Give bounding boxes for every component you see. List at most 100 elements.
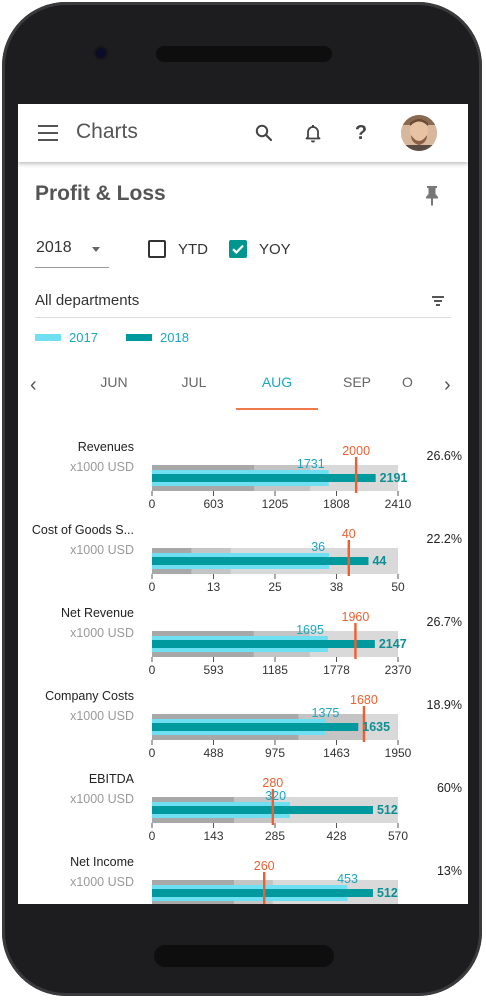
tick-label: 1808	[323, 497, 350, 511]
previous-label: 1731	[297, 457, 325, 471]
target-marker	[354, 457, 358, 493]
row-unit: x1000 USD	[70, 460, 134, 474]
previous-label: 453	[337, 872, 358, 886]
row-percent: 26.7%	[426, 615, 462, 629]
help-icon[interactable]: ?	[354, 122, 368, 144]
current-bar	[152, 474, 376, 482]
target-marker	[347, 540, 350, 576]
current-label: 44	[372, 554, 386, 568]
tick-label: 0	[149, 746, 156, 760]
current-label: 2147	[379, 637, 407, 651]
row-unit: x1000 USD	[70, 543, 134, 557]
search-icon[interactable]	[252, 121, 276, 145]
target-marker	[362, 706, 366, 742]
tab-sep[interactable]: SEP	[342, 374, 371, 390]
row-percent: 13%	[436, 864, 462, 878]
chevron-left-icon[interactable]: ‹	[30, 374, 37, 396]
tick-label: 25	[268, 580, 282, 594]
row-label: Net Income	[70, 855, 134, 869]
row-percent: 26.6%	[426, 449, 462, 463]
legend-swatch-2018	[126, 334, 152, 341]
avatar[interactable]	[401, 115, 437, 151]
current-bar	[152, 889, 373, 897]
tick-label: 488	[203, 746, 223, 760]
tick-label: 603	[203, 497, 223, 511]
tick-label: 0	[149, 580, 156, 594]
legend-label-2017: 2017	[69, 330, 98, 345]
check-icon	[232, 244, 244, 254]
current-label: 512	[377, 886, 398, 900]
row-unit: x1000 USD	[70, 709, 134, 723]
tick-label: 0	[149, 829, 156, 843]
card-title: Profit & Loss	[35, 182, 166, 205]
current-bar	[152, 640, 375, 648]
tab-jun[interactable]: JUN	[100, 374, 128, 390]
chevron-right-icon[interactable]: ›	[444, 374, 451, 396]
tick-label: 285	[265, 829, 285, 843]
target-label: 260	[254, 859, 275, 873]
active-tab-indicator	[236, 408, 318, 410]
previous-label: 36	[311, 540, 325, 554]
tab-aug[interactable]: AUG	[261, 374, 293, 390]
top-speaker	[156, 46, 332, 62]
pin-icon[interactable]	[422, 184, 442, 206]
month-tabs: JUN JUL AUG SEP O	[54, 364, 446, 404]
yoy-checkbox[interactable]	[229, 240, 247, 258]
row-label: Revenues	[77, 440, 134, 454]
yoy-label: YOY	[259, 241, 291, 258]
menu-icon[interactable]	[38, 125, 58, 141]
year-select-underline	[35, 267, 109, 268]
tab-jul[interactable]: JUL	[181, 374, 207, 390]
department-select[interactable]: All departments	[35, 292, 140, 309]
tick-label: 143	[203, 829, 223, 843]
row-label: Net Revenue	[61, 606, 134, 620]
tick-label: 975	[265, 746, 285, 760]
year-select[interactable]: 2018	[36, 239, 72, 256]
target-marker	[271, 789, 275, 825]
tab-oct[interactable]: O	[402, 374, 413, 390]
tick-label: 2410	[385, 497, 412, 511]
tick-label: 50	[391, 580, 405, 594]
app-bar: Charts ?	[18, 104, 468, 162]
current-label: 2191	[380, 471, 408, 485]
row-label: EBITDA	[88, 772, 134, 786]
ytd-checkbox[interactable]	[148, 240, 166, 258]
tick-label: 593	[203, 663, 223, 677]
tick-label: 428	[326, 829, 346, 843]
row-unit: x1000 USD	[70, 626, 134, 640]
tick-label: 0	[149, 663, 156, 677]
app-screen: Charts ? Profit & Loss 2018 YTD YOY All …	[18, 104, 468, 904]
row-percent: 22.2%	[426, 532, 462, 546]
target-label: 2000	[342, 444, 370, 458]
department-underline	[35, 317, 451, 318]
row-percent: 18.9%	[426, 698, 462, 712]
bullet-chart: 2000 1731 2191 0 603 1205 1808 2410 40 36 44 0 13 25 3…	[18, 424, 468, 904]
tick-label: 13	[207, 580, 221, 594]
target-label: 40	[342, 527, 356, 541]
bell-icon[interactable]	[301, 121, 325, 145]
chevron-down-icon[interactable]	[92, 247, 100, 252]
tick-label: 570	[388, 829, 408, 843]
tick-label: 1205	[262, 497, 289, 511]
tick-label: 38	[330, 580, 344, 594]
filter-icon[interactable]	[432, 296, 444, 306]
row-unit: x1000 USD	[70, 792, 134, 806]
current-bar	[152, 557, 369, 565]
target-label: 280	[262, 776, 283, 790]
row-label: Company Costs	[45, 689, 134, 703]
target-label: 1680	[350, 693, 378, 707]
tick-label: 1185	[262, 663, 288, 677]
previous-label: 1375	[312, 706, 340, 720]
current-bar	[152, 806, 373, 814]
ytd-label: YTD	[178, 241, 208, 258]
previous-label: 1695	[296, 623, 324, 637]
row-label: Cost of Goods S...	[31, 523, 134, 537]
current-label: 1635	[362, 720, 390, 734]
target-marker	[263, 872, 266, 904]
row-percent: 60%	[436, 781, 462, 795]
previous-label: 320	[265, 789, 286, 803]
current-label: 512	[377, 803, 398, 817]
target-marker	[354, 623, 357, 659]
camera	[96, 48, 106, 58]
tick-label: 1950	[385, 746, 412, 760]
